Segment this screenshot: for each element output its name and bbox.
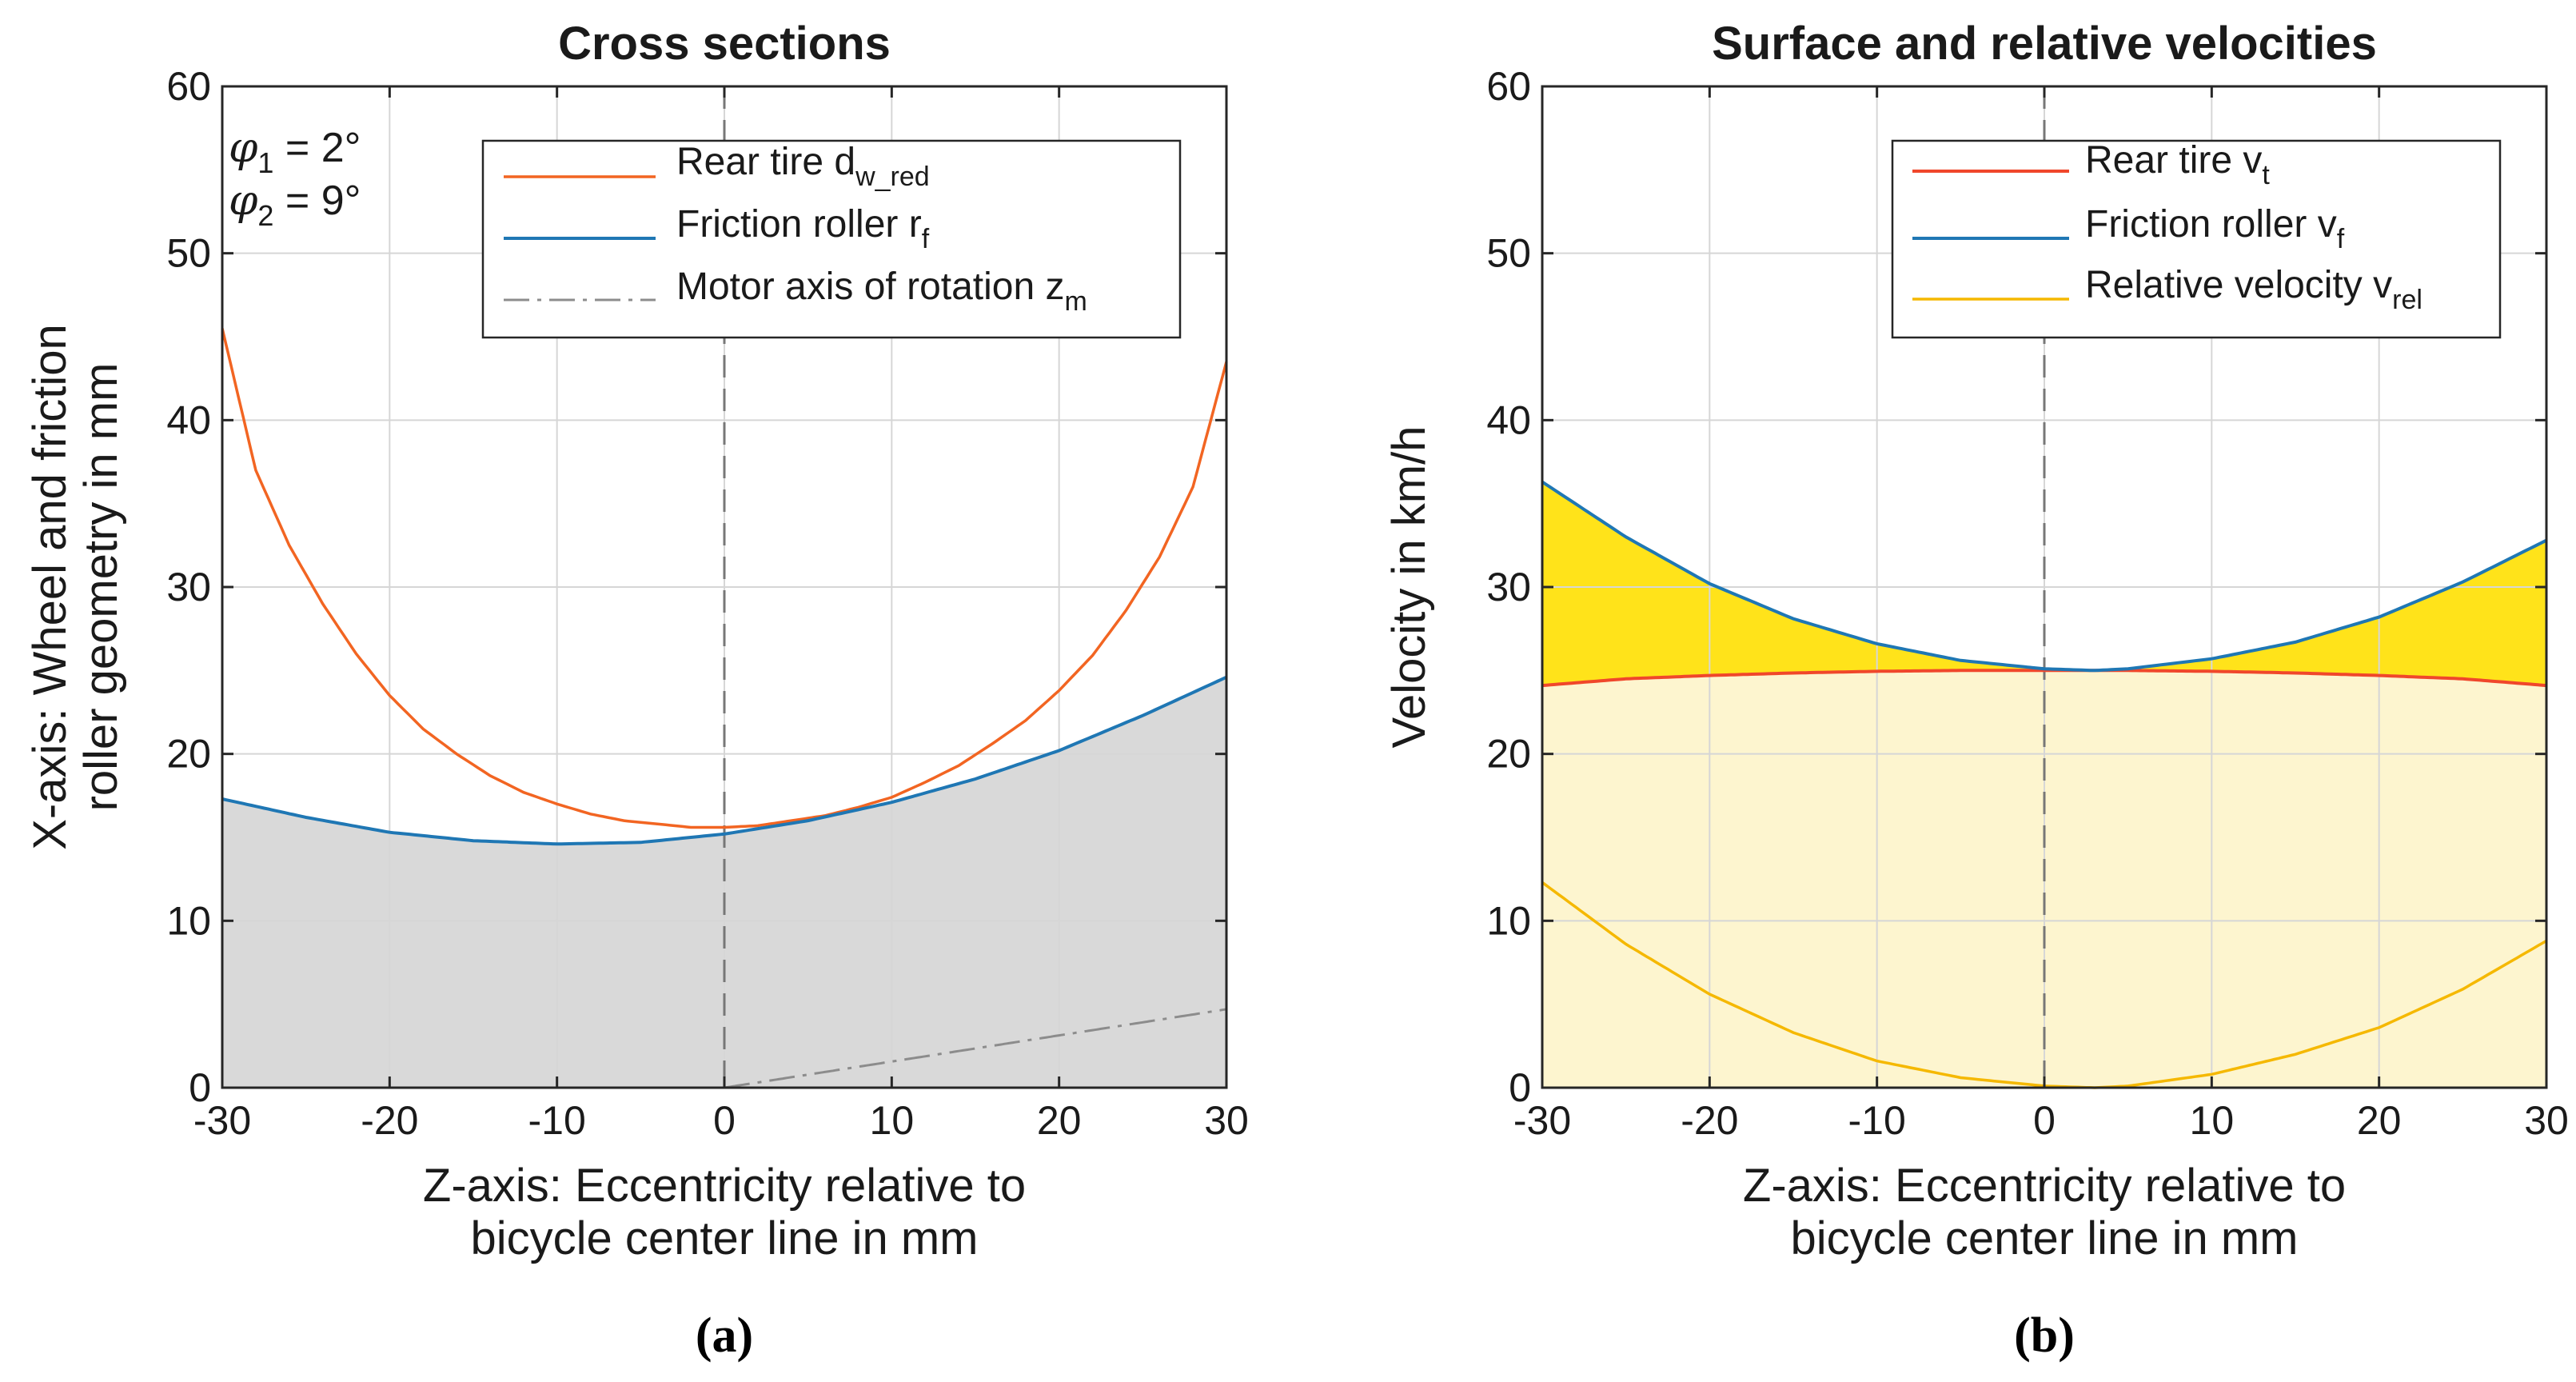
- panel-label-a: (a): [696, 1308, 753, 1363]
- y-tick-label: 30: [166, 565, 211, 609]
- legend-subscript: rel: [2392, 285, 2422, 315]
- x-tick-label: 0: [713, 1098, 736, 1143]
- y-tick-label: 10: [166, 898, 211, 943]
- phi2-value: = 9°: [273, 178, 361, 224]
- legend-entry-motor-axis: Motor axis of rotation zm: [676, 266, 1087, 317]
- x-tick-labels-b: -30 -20 -10 0 10 20 30: [1513, 1098, 2569, 1143]
- x-tick-label: 0: [2033, 1098, 2056, 1143]
- x-tick-label: 10: [2190, 1098, 2235, 1143]
- phi1-subscript: 1: [257, 146, 273, 179]
- y-tick-label: 50: [1486, 231, 1531, 276]
- y-tick-label: 60: [1486, 64, 1531, 109]
- motor-axis-line: [724, 1008, 1227, 1089]
- rear-tire-line-a: [221, 328, 1228, 829]
- phi1-symbol: φ: [229, 124, 258, 172]
- x-axis-label-b-line2: bicycle center line in mm: [1791, 1212, 2299, 1264]
- friction-roller-line-a: [221, 675, 1227, 846]
- legend-entry-friction-roller: Friction roller rf: [676, 203, 930, 254]
- legend-entry-relative-velocity: Relative velocity vrel: [2085, 264, 2422, 315]
- panel-label-a-text: (a): [696, 1308, 753, 1363]
- legend-subscript: w_red: [855, 162, 930, 192]
- x-tick-labels-a: -30 -20 -10 0 10 20 30: [193, 1098, 1249, 1143]
- x-tick-label: 20: [2357, 1098, 2402, 1143]
- x-tick-label: -20: [1681, 1098, 1738, 1143]
- y-axis-label-b: Velocity in km/h: [1383, 426, 1435, 749]
- rear-tire-line-b: [1541, 669, 2547, 688]
- y-tick-label: 0: [1509, 1065, 1531, 1110]
- ticks-b: [1541, 85, 2548, 1089]
- legend-text: Motor axis of rotation z: [676, 266, 1065, 308]
- y-tick-label: 20: [1486, 732, 1531, 777]
- phi2-subscript: 2: [257, 199, 273, 232]
- ticks-a: [221, 85, 1228, 1089]
- panel-b: -30 -20 -10 0 10 20 30 0 10 20 30 40 50 …: [1383, 18, 2569, 1363]
- y-axis-label-a-line2: roller geometry in mm: [75, 363, 127, 812]
- x-tick-label: 20: [1037, 1098, 1082, 1143]
- phi2-annotation: φ2 = 9°: [229, 177, 361, 232]
- legend-entry-rear-tire: Rear tire dw_red: [676, 141, 930, 192]
- x-tick-label: -20: [361, 1098, 418, 1143]
- legend-text: Rear tire d: [676, 141, 855, 183]
- chart-title-b: Surface and relative velocities: [1712, 18, 2377, 70]
- y-tick-label: 60: [166, 64, 211, 109]
- y-tick-label: 40: [166, 397, 211, 442]
- legend-subscript: m: [1065, 286, 1087, 317]
- legend-entry-rear-tire-v: Rear tire vt: [2085, 139, 2270, 190]
- x-tick-label: -10: [1848, 1098, 1906, 1143]
- grid-b: [1542, 86, 2546, 1088]
- panel-a: -30 -20 -10 0 10 20 30 0 10 20 30 40 50 …: [24, 18, 1249, 1363]
- x-tick-label: -30: [193, 1098, 251, 1143]
- legend-text: Relative velocity v: [2085, 264, 2392, 306]
- x-tick-label: 10: [870, 1098, 915, 1143]
- y-axis-label-a-line1: X-axis: Wheel and friction: [24, 324, 76, 850]
- x-tick-label: 30: [2524, 1098, 2569, 1143]
- phi1-annotation: φ1 = 2°: [229, 124, 361, 179]
- y-tick-label: 50: [166, 231, 211, 276]
- legend-subscript: t: [2262, 160, 2270, 190]
- phi1-value: = 2°: [273, 125, 361, 171]
- chart-title-a: Cross sections: [558, 18, 891, 70]
- legend-a: Rear tire dw_red Friction roller rf Moto…: [481, 139, 1182, 339]
- y-tick-label: 20: [166, 732, 211, 777]
- panel-label-b-text: (b): [2014, 1308, 2075, 1363]
- velocity-gap-fill-area: [1542, 481, 2546, 686]
- friction-roller-line-b: [1541, 480, 2547, 673]
- y-tick-label: 30: [1486, 565, 1531, 609]
- legend-text: Friction roller r: [676, 203, 922, 246]
- x-axis-label-a-line2: bicycle center line in mm: [471, 1212, 979, 1264]
- legend-b: Rear tire vt Friction roller vf Relative…: [1891, 139, 2502, 339]
- legend-subscript: f: [2337, 224, 2345, 254]
- x-tick-label: -10: [528, 1098, 586, 1143]
- x-tick-label: -30: [1513, 1098, 1571, 1143]
- legend-entry-friction-roller-v: Friction roller vf: [2085, 203, 2345, 254]
- y-tick-labels-a: 0 10 20 30 40 50 60: [166, 64, 211, 1110]
- y-tick-label: 0: [189, 1065, 211, 1110]
- legend-text: Friction roller v: [2085, 203, 2337, 246]
- y-tick-label: 10: [1486, 898, 1531, 943]
- x-axis-label-b-line1: Z-axis: Eccentricity relative to: [1743, 1160, 2346, 1212]
- legend-text: Rear tire v: [2085, 139, 2262, 182]
- phi2-symbol: φ: [229, 177, 258, 225]
- y-tick-label: 40: [1486, 397, 1531, 442]
- x-axis-label-a-line1: Z-axis: Eccentricity relative to: [423, 1160, 1026, 1212]
- legend-subscript: f: [922, 224, 930, 254]
- x-tick-label: 30: [1204, 1098, 1249, 1143]
- panel-label-b: (b): [2014, 1308, 2075, 1363]
- y-tick-labels-b: 0 10 20 30 40 50 60: [1486, 64, 1531, 1110]
